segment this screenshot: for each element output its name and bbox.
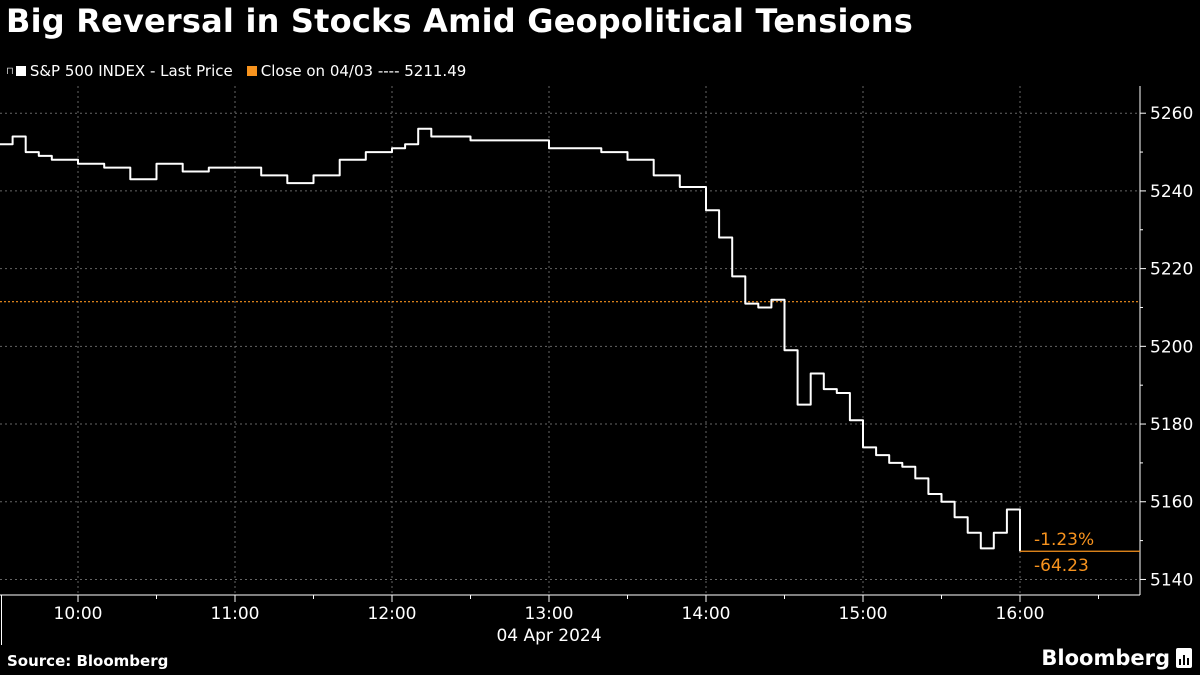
y-tick-label: 5160 [1150, 493, 1193, 513]
change-annotations: -1.23% -64.23 [1020, 530, 1140, 576]
y-tick-label: 5220 [1150, 260, 1193, 280]
x-tick-label: 10:00 [54, 604, 103, 624]
x-tick-label: 15:00 [839, 604, 888, 624]
chart-legend: ⊓ S&P 500 INDEX - Last Price Close on 04… [6, 61, 480, 81]
x-tick-label: 16:00 [996, 604, 1045, 624]
legend-item-last-price: S&P 500 INDEX - Last Price [15, 62, 233, 80]
abs-change-label: -64.23 [1034, 556, 1089, 576]
bloomberg-logo: Bloomberg [1041, 646, 1192, 670]
pct-change-label: -1.23% [1034, 530, 1094, 550]
x-tick-label: 13:00 [525, 604, 574, 624]
brand-name: Bloomberg [1041, 646, 1170, 670]
legend-label-last-price: S&P 500 INDEX - Last Price [29, 62, 233, 80]
legend-label-close: Close on 04/03 ---- 5211.49 [260, 62, 467, 80]
price-series [0, 127, 1021, 552]
chart-title: Big Reversal in Stocks Amid Geopolitical… [6, 2, 914, 40]
chart-axes [0, 86, 1146, 645]
x-tick-label: 14:00 [682, 604, 731, 624]
x-tick-label: 11:00 [211, 604, 260, 624]
y-tick-label: 5200 [1150, 337, 1193, 357]
legend-pin-icon: ⊓ [6, 65, 14, 77]
y-tick-label: 5140 [1150, 570, 1193, 590]
price-line [0, 127, 1021, 552]
tick-labels: 5140 5160 5180 5200 5220 5240 5260 10:00 11:00 12… [54, 104, 1194, 646]
legend-swatch-orange [246, 66, 257, 76]
source-note: Source: Bloomberg [7, 652, 169, 670]
y-tick-label: 5240 [1150, 182, 1193, 202]
y-tick-label: 5180 [1150, 415, 1193, 435]
x-tick-label: 12:00 [368, 604, 417, 624]
grid-lines [0, 86, 1140, 595]
bloomberg-bars-icon [1176, 648, 1192, 668]
legend-item-close: Close on 04/03 ---- 5211.49 [246, 62, 467, 80]
x-axis-label: 04 Apr 2024 [496, 626, 601, 646]
legend-swatch-white [15, 66, 26, 76]
y-tick-label: 5260 [1150, 104, 1193, 124]
